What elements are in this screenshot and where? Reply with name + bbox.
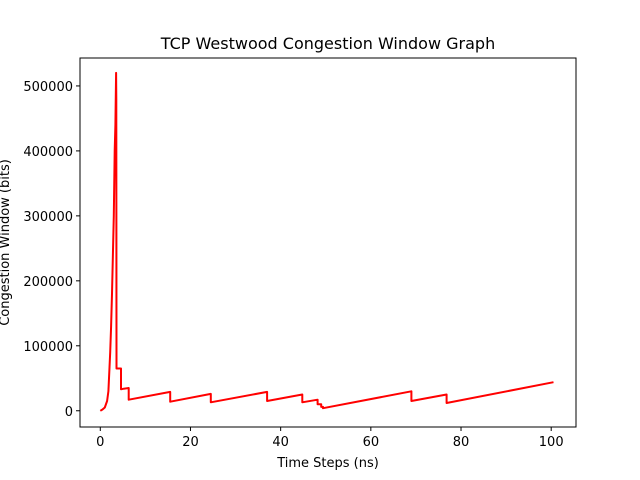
x-axis-ticks: 0 20 40 60 80 100 xyxy=(96,427,564,450)
y-axis-label: Congestion Window (bits) xyxy=(0,159,13,326)
series-line-0 xyxy=(99,71,554,412)
y-tick-label: 100000 xyxy=(23,340,73,355)
y-tick-label: 0 xyxy=(65,405,73,420)
x-tick-label: 60 xyxy=(363,435,380,450)
y-tick-label: 300000 xyxy=(23,210,73,225)
x-tick-label: 40 xyxy=(272,435,289,450)
x-tick-label: 100 xyxy=(539,435,564,450)
x-tick-label: 0 xyxy=(96,435,104,450)
y-tick-label: 400000 xyxy=(23,145,73,160)
y-tick-label: 200000 xyxy=(23,275,73,290)
chart-title: TCP Westwood Congestion Window Graph xyxy=(160,34,495,53)
axes-frame xyxy=(79,57,577,428)
y-tick-label: 500000 xyxy=(23,80,73,95)
x-tick-label: 80 xyxy=(453,435,470,450)
plot-area xyxy=(99,71,554,412)
y-axis-ticks: 0 100000 200000 300000 400000 500000 xyxy=(23,80,80,420)
x-axis-label: Time Steps (ns) xyxy=(276,456,379,471)
x-tick-label: 20 xyxy=(182,435,199,450)
